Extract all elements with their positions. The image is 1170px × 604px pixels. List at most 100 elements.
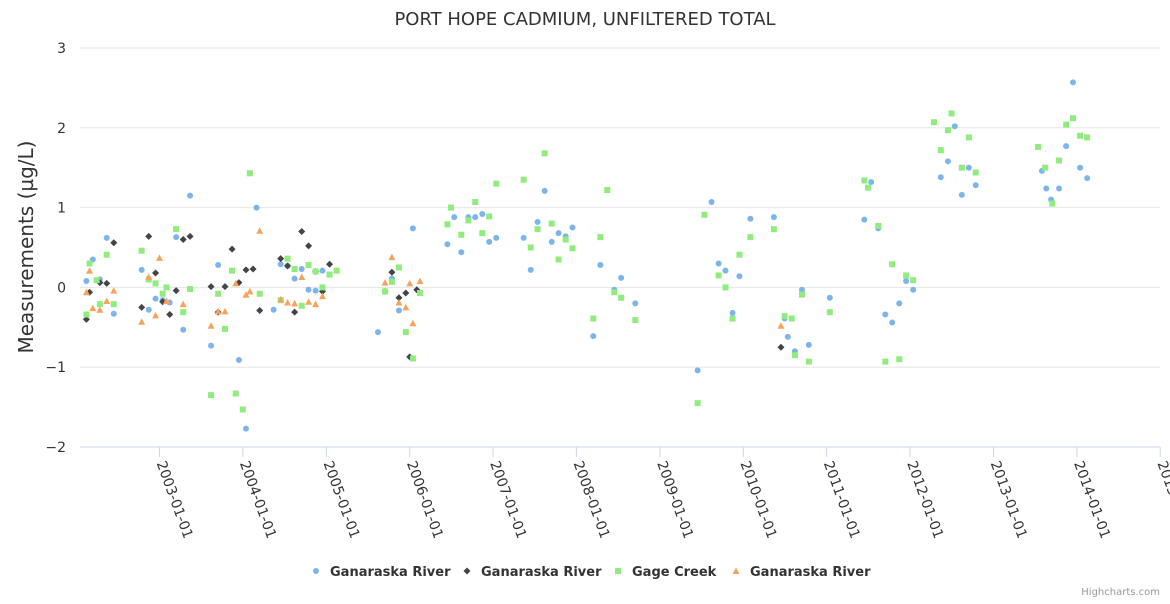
data-point[interactable]: [326, 260, 334, 268]
data-point[interactable]: [416, 277, 424, 285]
data-point[interactable]: [179, 236, 187, 244]
data-point[interactable]: [215, 262, 222, 269]
legend-marker-square[interactable]: [615, 568, 621, 574]
data-point[interactable]: [910, 286, 917, 293]
data-point[interactable]: [318, 292, 326, 300]
data-point[interactable]: [805, 341, 812, 348]
data-point[interactable]: [541, 150, 548, 157]
data-point[interactable]: [402, 289, 410, 297]
data-point[interactable]: [527, 266, 534, 273]
data-point[interactable]: [152, 280, 159, 287]
data-point[interactable]: [110, 287, 118, 294]
data-point[interactable]: [541, 187, 548, 194]
data-point[interactable]: [416, 289, 423, 296]
data-point[interactable]: [395, 307, 402, 314]
data-point[interactable]: [242, 266, 250, 274]
data-point[interactable]: [172, 287, 180, 295]
data-point[interactable]: [138, 266, 145, 273]
data-point[interactable]: [284, 255, 291, 262]
data-point[interactable]: [86, 260, 93, 267]
data-point[interactable]: [458, 231, 465, 238]
data-point[interactable]: [715, 260, 722, 267]
data-point[interactable]: [256, 307, 264, 315]
data-point[interactable]: [326, 271, 333, 278]
data-point[interactable]: [520, 234, 527, 241]
data-point[interactable]: [228, 245, 236, 253]
data-point[interactable]: [277, 255, 285, 263]
data-point[interactable]: [395, 299, 403, 306]
data-point[interactable]: [618, 274, 625, 281]
data-point[interactable]: [145, 273, 153, 281]
data-point[interactable]: [534, 226, 541, 233]
data-point[interactable]: [864, 184, 871, 191]
data-point[interactable]: [722, 267, 729, 274]
legend-label[interactable]: Ganaraska River: [330, 565, 451, 580]
data-point[interactable]: [207, 322, 215, 329]
data-point[interactable]: [1077, 164, 1084, 171]
data-point[interactable]: [152, 269, 160, 277]
data-point[interactable]: [736, 273, 743, 280]
data-point[interactable]: [548, 238, 555, 245]
data-point[interactable]: [232, 279, 240, 287]
data-point[interactable]: [382, 288, 389, 295]
data-point[interactable]: [103, 279, 111, 287]
data-point[interactable]: [138, 247, 145, 254]
data-point[interactable]: [82, 288, 90, 296]
data-point[interactable]: [166, 311, 174, 319]
data-point[interactable]: [958, 164, 965, 171]
data-point[interactable]: [747, 215, 754, 222]
data-point[interactable]: [214, 307, 222, 315]
data-point[interactable]: [604, 187, 611, 194]
data-point[interactable]: [805, 358, 812, 365]
data-point[interactable]: [493, 180, 500, 187]
data-point[interactable]: [242, 425, 249, 432]
data-point[interactable]: [239, 406, 246, 413]
legend-item[interactable]: Ganaraska River: [313, 565, 451, 580]
data-point[interactable]: [242, 291, 250, 298]
data-point[interactable]: [1043, 185, 1050, 192]
data-point[interactable]: [381, 279, 389, 286]
data-point[interactable]: [291, 308, 299, 316]
data-point[interactable]: [451, 214, 458, 221]
data-point[interactable]: [826, 294, 833, 301]
data-point[interactable]: [777, 322, 785, 329]
data-point[interactable]: [882, 311, 889, 318]
data-point[interactable]: [729, 315, 736, 322]
data-point[interactable]: [590, 333, 597, 340]
data-point[interactable]: [736, 251, 743, 258]
data-point[interactable]: [694, 400, 701, 407]
data-point[interactable]: [1042, 164, 1049, 171]
data-point[interactable]: [207, 283, 215, 291]
data-point[interactable]: [534, 218, 541, 225]
data-point[interactable]: [277, 295, 285, 303]
data-point[interactable]: [1063, 143, 1070, 150]
data-point[interactable]: [83, 278, 90, 285]
credits[interactable]: Highcharts.com: [1081, 587, 1160, 598]
data-point[interactable]: [937, 147, 944, 154]
data-point[interactable]: [1056, 157, 1063, 164]
data-point[interactable]: [562, 236, 569, 243]
data-point[interactable]: [972, 169, 979, 176]
data-point[interactable]: [388, 278, 395, 285]
data-point[interactable]: [89, 304, 97, 312]
data-point[interactable]: [291, 299, 299, 307]
data-point[interactable]: [965, 164, 972, 171]
data-point[interactable]: [889, 261, 896, 268]
data-point[interactable]: [103, 251, 110, 258]
data-point[interactable]: [215, 290, 222, 297]
data-point[interactable]: [1035, 143, 1042, 150]
data-point[interactable]: [246, 287, 254, 295]
data-point[interactable]: [448, 204, 455, 211]
data-point[interactable]: [958, 191, 965, 198]
data-point[interactable]: [889, 319, 896, 326]
data-point[interactable]: [875, 222, 882, 229]
data-point[interactable]: [163, 297, 171, 304]
data-point[interactable]: [569, 245, 576, 252]
data-point[interactable]: [179, 300, 187, 308]
data-point[interactable]: [298, 273, 306, 281]
data-point[interactable]: [555, 230, 562, 237]
data-point[interactable]: [861, 177, 868, 184]
data-point[interactable]: [569, 224, 576, 231]
data-point[interactable]: [96, 306, 104, 313]
data-point[interactable]: [944, 127, 951, 134]
